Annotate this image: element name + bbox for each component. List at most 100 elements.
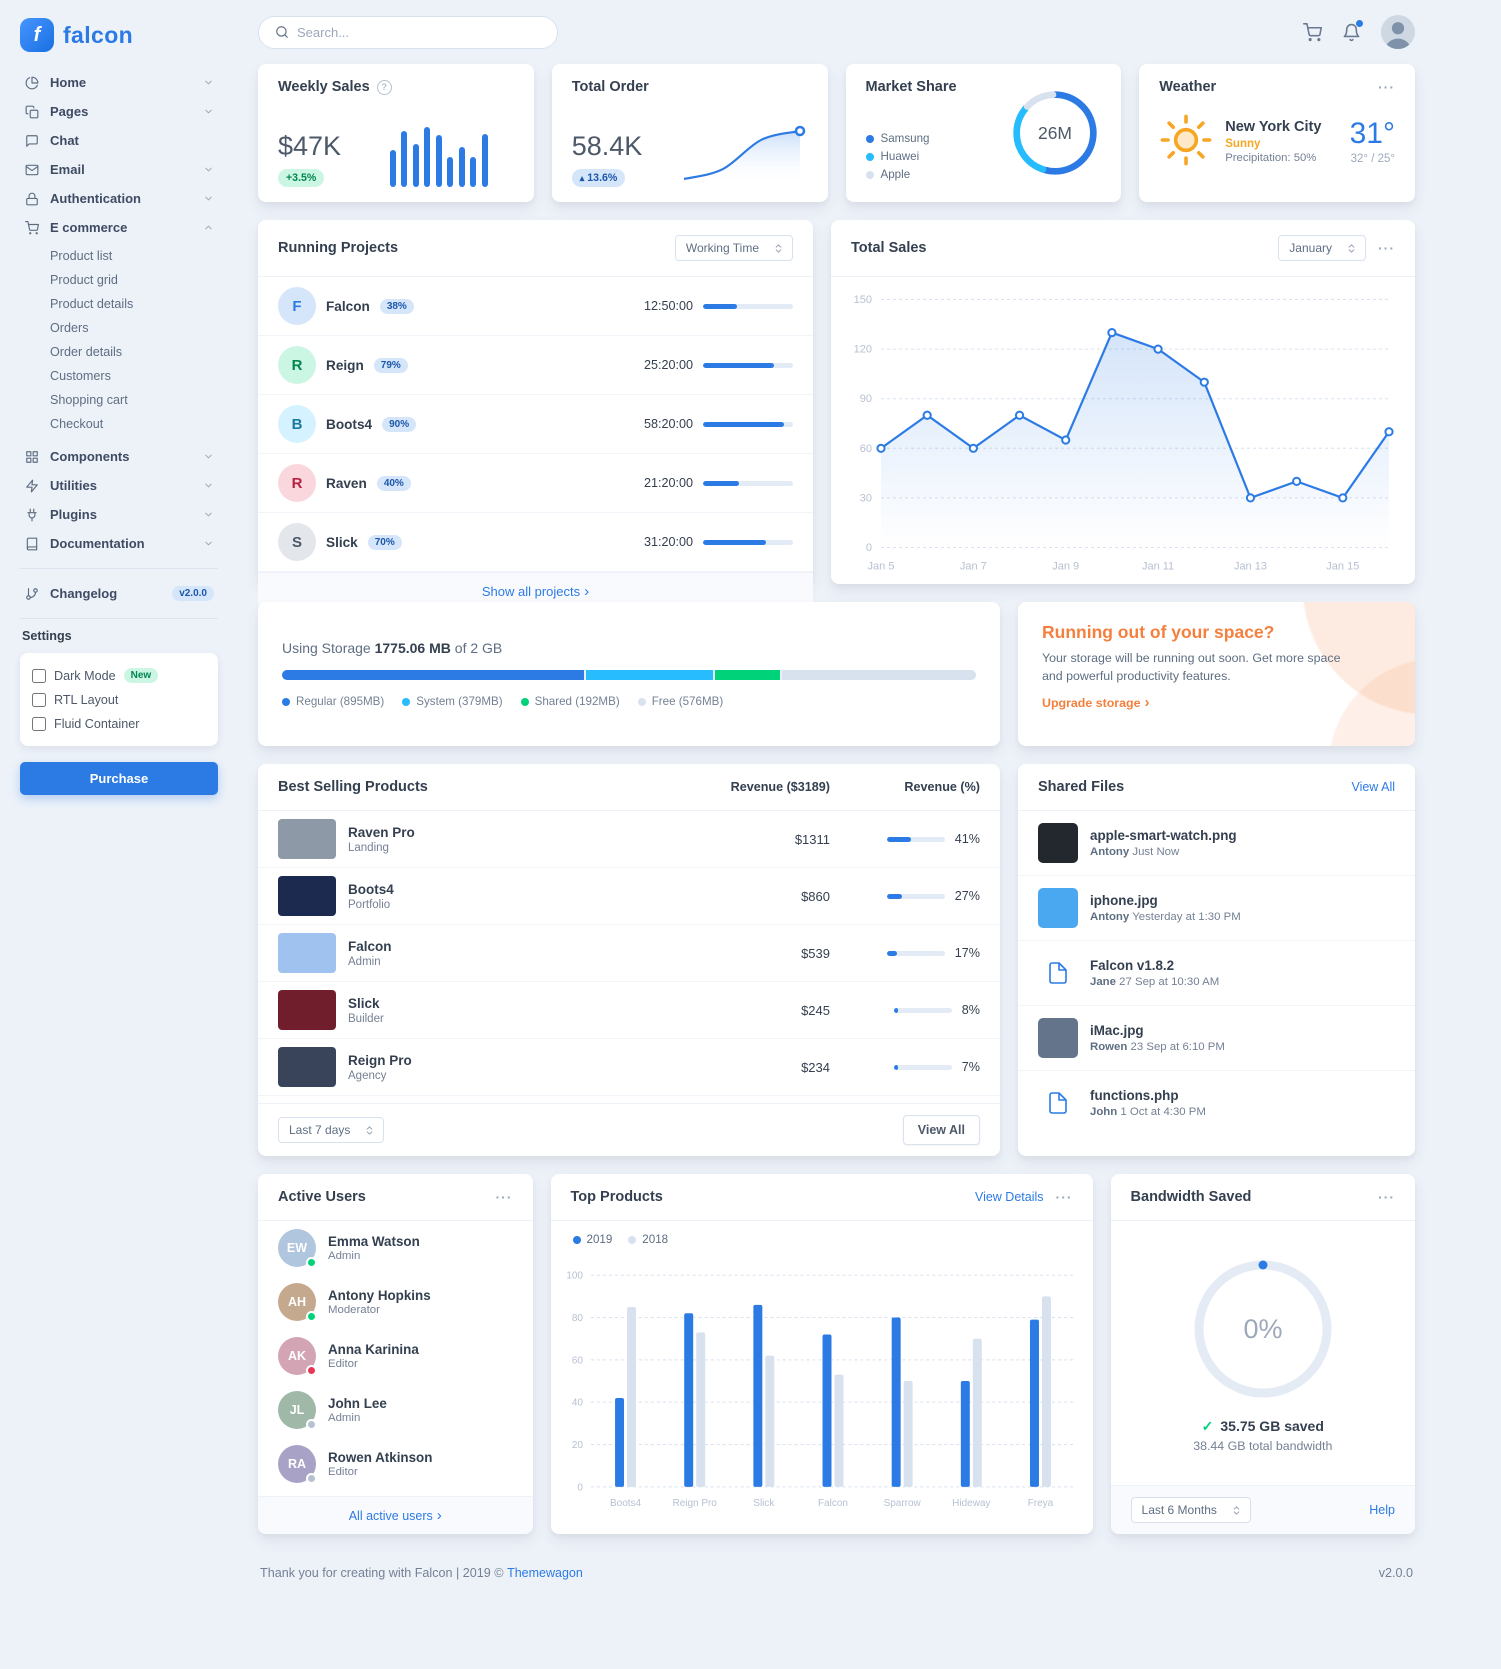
- user-row[interactable]: AH Antony Hopkins Moderator: [258, 1275, 533, 1329]
- month-select[interactable]: January: [1278, 235, 1366, 261]
- themewagon-link[interactable]: Themewagon: [507, 1566, 583, 1580]
- sidebar-subitem-order-details[interactable]: Order details: [50, 345, 123, 359]
- period-select[interactable]: Last 6 Months: [1130, 1497, 1251, 1523]
- all-active-users-link[interactable]: All active users ›: [348, 1507, 442, 1524]
- setting-dark-mode[interactable]: Dark Mode New: [32, 663, 206, 688]
- help-icon[interactable]: ?: [376, 79, 392, 95]
- project-name[interactable]: Falcon: [326, 298, 370, 314]
- project-name[interactable]: Slick: [326, 534, 358, 550]
- checkbox[interactable]: [32, 693, 46, 707]
- shared-files-card: Shared Files View All apple-smart-watch.…: [1018, 764, 1415, 1156]
- sidebar-subitem-product-details[interactable]: Product details: [50, 297, 134, 311]
- user-row[interactable]: JL John Lee Admin: [258, 1383, 533, 1437]
- user-row[interactable]: EW Emma Watson Admin: [258, 1221, 533, 1275]
- help-link[interactable]: Help: [1369, 1503, 1395, 1517]
- date-range-select[interactable]: Last 7 days: [278, 1117, 385, 1143]
- mid-row: Running Projects Working Time F Falcon 38%…: [258, 220, 1415, 610]
- chevron-down-icon: [203, 77, 214, 88]
- nav-label: Utilities: [50, 478, 97, 493]
- file-row[interactable]: Falcon v1.8.2 Jane 27 Sep at 10:30 AM: [1018, 941, 1415, 1006]
- file-row[interactable]: iMac.jpg Rowen 23 Sep at 6:10 PM: [1018, 1006, 1415, 1071]
- sidebar-item-pages[interactable]: Pages: [20, 97, 218, 126]
- project-progress-bar: [703, 539, 793, 545]
- sidebar-item-plugins[interactable]: Plugins: [20, 500, 218, 529]
- sidebar-subitem-customers[interactable]: Customers: [50, 369, 111, 383]
- product-name[interactable]: Boots4: [348, 881, 394, 897]
- show-all-projects-link[interactable]: Show all projects ›: [481, 583, 590, 600]
- search-input[interactable]: [297, 24, 541, 40]
- weather-condition: Sunny: [1225, 137, 1261, 150]
- purchase-button[interactable]: Purchase: [20, 762, 218, 795]
- running-projects-title: Running Projects: [278, 240, 399, 256]
- version-badge: v2.0.0: [172, 586, 214, 601]
- legend-item[interactable]: 2019: [572, 1233, 612, 1246]
- file-row[interactable]: apple-smart-watch.png Antony Just Now: [1018, 811, 1415, 876]
- working-time-select[interactable]: Working Time: [674, 235, 793, 261]
- view-details-link[interactable]: View Details: [974, 1190, 1044, 1204]
- sidebar-item-utilities[interactable]: Utilities: [20, 471, 218, 500]
- user-row[interactable]: RA Rowen Atkinson Editor: [258, 1437, 533, 1491]
- product-name[interactable]: Falcon: [348, 938, 392, 954]
- shopping-cart-icon[interactable]: [1303, 22, 1322, 42]
- user-name[interactable]: Anna Karinina: [328, 1342, 419, 1357]
- legend-item[interactable]: 2018: [628, 1233, 668, 1246]
- project-name[interactable]: Reign: [326, 357, 364, 373]
- view-all-link[interactable]: View All: [1351, 780, 1395, 794]
- svg-text:Freya: Freya: [1027, 1498, 1053, 1509]
- product-name[interactable]: Slick: [348, 995, 380, 1011]
- sidebar-item-email[interactable]: Email: [20, 155, 218, 184]
- nav-label: Email: [50, 162, 85, 177]
- user-name[interactable]: Rowen Atkinson: [328, 1450, 433, 1465]
- file-row[interactable]: functions.php John 1 Oct at 4:30 PM: [1018, 1071, 1415, 1135]
- file-name[interactable]: Falcon v1.8.2: [1090, 958, 1175, 973]
- menu-dots-icon[interactable]: ···: [495, 1189, 513, 1205]
- project-avatar: R: [278, 346, 316, 384]
- file-name[interactable]: iMac.jpg: [1090, 1023, 1144, 1038]
- sidebar-item-e-commerce[interactable]: E commerce: [20, 213, 218, 242]
- checkbox[interactable]: [32, 717, 46, 731]
- file-name[interactable]: apple-smart-watch.png: [1090, 828, 1237, 843]
- product-percent: 7%: [830, 1060, 980, 1074]
- sidebar-item-chat[interactable]: Chat: [20, 126, 218, 155]
- menu-dots-icon[interactable]: ···: [1055, 1189, 1073, 1205]
- user-row[interactable]: AK Anna Karinina Editor: [258, 1329, 533, 1383]
- upgrade-storage-link[interactable]: Upgrade storage ›: [1042, 694, 1150, 712]
- sidebar-subitem-checkout[interactable]: Checkout: [50, 417, 104, 431]
- sidebar-item-changelog[interactable]: Changelog v2.0.0: [20, 579, 218, 608]
- file-owner: Rowen: [1090, 1041, 1128, 1053]
- bell-icon[interactable]: [1342, 19, 1363, 42]
- file-name[interactable]: iphone.jpg: [1090, 893, 1158, 908]
- sidebar-item-components[interactable]: Components: [20, 442, 218, 471]
- sidebar-item-authentication[interactable]: Authentication: [20, 184, 218, 213]
- sidebar-subitem-orders[interactable]: Orders: [50, 321, 89, 335]
- file-name[interactable]: functions.php: [1090, 1088, 1179, 1103]
- setting-fluid-container[interactable]: Fluid Container: [32, 712, 206, 736]
- chevron-down-icon: [203, 480, 214, 491]
- sidebar-item-home[interactable]: Home: [20, 68, 218, 97]
- menu-dots-icon[interactable]: ···: [1378, 240, 1395, 256]
- user-name[interactable]: Emma Watson: [328, 1234, 420, 1249]
- user-name[interactable]: Antony Hopkins: [328, 1288, 431, 1303]
- user-avatar[interactable]: [1381, 15, 1415, 49]
- project-row: B Boots4 90% 58:20:00: [258, 395, 813, 454]
- search-box[interactable]: [258, 15, 558, 49]
- project-name[interactable]: Raven: [326, 475, 367, 491]
- sidebar-subitem-product-list[interactable]: Product list: [50, 249, 113, 263]
- sidebar-subitem-shopping-cart[interactable]: Shopping cart: [50, 393, 128, 407]
- setting-rtl-layout[interactable]: RTL Layout: [32, 688, 206, 712]
- file-time: 1 Oct at 4:30 PM: [1120, 1106, 1206, 1118]
- best-selling-rows: Raven Pro Landing $1311 41% Boots4 Portfolio $…: [258, 811, 1000, 1096]
- menu-dots-icon[interactable]: ···: [1378, 1189, 1395, 1205]
- sidebar-subitem-product-grid[interactable]: Product grid: [50, 273, 118, 287]
- file-row[interactable]: iphone.jpg Antony Yesterday at 1:30 PM: [1018, 876, 1415, 941]
- menu-dots-icon[interactable]: ···: [1378, 79, 1395, 95]
- checkbox[interactable]: [32, 668, 46, 683]
- product-name[interactable]: Reign Pro: [348, 1052, 412, 1068]
- product-name[interactable]: Raven Pro: [348, 824, 415, 840]
- brand-logo[interactable]: f falcon: [20, 14, 218, 68]
- sidebar-item-documentation[interactable]: Documentation: [20, 529, 218, 558]
- view-all-button[interactable]: View All: [902, 1115, 980, 1145]
- project-name[interactable]: Boots4: [326, 416, 373, 432]
- user-name[interactable]: John Lee: [328, 1396, 387, 1411]
- new-badge: New: [123, 668, 159, 683]
